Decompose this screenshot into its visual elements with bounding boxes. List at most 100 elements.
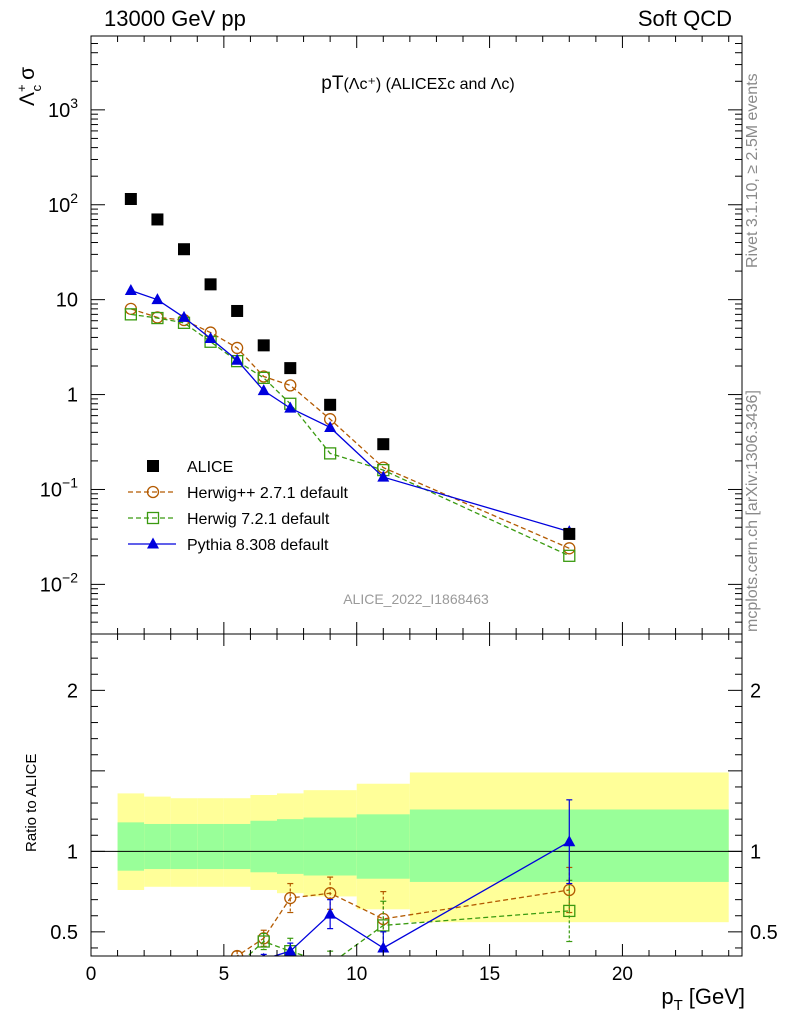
inner-uncertainty-band: [197, 823, 224, 870]
inner-uncertainty-band: [303, 817, 357, 876]
main-series-group: [124, 192, 576, 562]
legend-label: Herwig++ 2.7.1 default: [187, 485, 349, 502]
x-tick-label: 10: [346, 964, 367, 985]
data-point: [204, 331, 217, 343]
ratio-series-group: [205, 799, 576, 971]
ratio-series-line: [234, 889, 570, 956]
main-y-axis-label: Λ+cσ: [14, 67, 44, 106]
data-point: [284, 379, 297, 392]
ratio-data-point: [284, 944, 297, 956]
axis-ticks: 0 5 10 15 20 10−2 10−1 1 10 102 103 0.5 0.5 1 1 2 2: [40, 35, 778, 985]
data-point: [124, 308, 138, 321]
data-point: [231, 304, 244, 317]
inner-uncertainty-band: [250, 820, 277, 873]
ratio-data-point: [230, 949, 244, 956]
ratio-data-point: [232, 960, 243, 971]
data-point: [257, 384, 270, 396]
analysis-watermark: ALICE_2022_I1868463: [343, 591, 489, 607]
data-point: [324, 398, 337, 411]
y-tick-label: 103: [48, 95, 78, 122]
uncertainty-bands: [91, 772, 742, 923]
inner-uncertainty-band: [277, 819, 304, 874]
energy-label: 13000 GeV pp: [104, 6, 246, 31]
ratio-y-tick-label-right: 0.5: [750, 922, 778, 944]
ratio-y-tick-label-right: 1: [750, 841, 761, 863]
x-axis-label: pT [GeV]: [661, 984, 745, 1014]
ratio-data-point: [323, 887, 337, 900]
data-point: [151, 293, 164, 305]
ratio-series-line: [246, 910, 570, 956]
y-tick-label: 1: [67, 385, 78, 407]
legend-item-herwig-2-7-1-default: Herwig++ 2.7.1 default: [128, 485, 349, 502]
x-tick-label: 15: [479, 964, 500, 985]
ratio-y-tick-label-left: 2: [67, 680, 78, 702]
ratio-plot-frame: [90, 633, 743, 957]
data-point: [563, 542, 576, 555]
y-tick-label: 102: [48, 190, 78, 217]
data-point: [124, 283, 137, 295]
ratio-data-point: [325, 959, 336, 970]
data-point: [124, 192, 137, 205]
data-point: [563, 549, 576, 562]
data-point: [151, 213, 164, 226]
legend-label: Herwig 7.2.1 default: [187, 511, 330, 528]
ratio-data-point: [563, 835, 576, 847]
y-tick-label: 10: [56, 290, 78, 312]
series-pythia-8-308-default: [124, 283, 576, 537]
legend-label: ALICE: [187, 459, 233, 476]
inner-uncertainty-band: [170, 823, 198, 870]
legend-item-alice: ALICE: [147, 459, 233, 476]
data-point: [178, 243, 190, 256]
data-point: [230, 341, 244, 355]
ratio-series-line: [272, 841, 570, 956]
legend: ALICE Herwig++ 2.7.1 default Herwig 7.2.1 …: [128, 459, 349, 554]
data-point: [377, 470, 390, 482]
data-point: [257, 371, 270, 385]
series-line: [130, 289, 570, 533]
series-alice: [124, 192, 576, 540]
data-point: [178, 310, 190, 322]
ratio-data-point: [231, 958, 243, 969]
ratio-data-point: [377, 941, 390, 953]
series-line: [130, 308, 570, 549]
inner-uncertainty-band: [223, 823, 251, 870]
y-tick-label: 10−2: [40, 569, 78, 596]
ratio-data-point: [377, 919, 390, 932]
x-tick-label: 0: [86, 964, 97, 985]
plot-title: pT(Λc⁺) (ALICEΣc and Λc): [321, 73, 514, 94]
data-point: [324, 420, 337, 432]
ratio-data-point: [257, 935, 270, 948]
data-point: [563, 527, 576, 540]
ratio-y-tick-label-left: 1: [67, 841, 78, 863]
data-point: [284, 362, 297, 375]
legend-marker: [147, 460, 159, 472]
y-tick-label: 10−1: [40, 474, 78, 501]
process-label: Soft QCD: [637, 6, 732, 31]
ratio-data-point: [284, 891, 297, 905]
inner-uncertainty-band: [144, 823, 171, 870]
ratio-data-point: [205, 957, 216, 968]
series-line: [130, 313, 570, 557]
data-point: [204, 278, 217, 291]
data-point: [231, 353, 244, 365]
data-point: [323, 447, 337, 460]
ratio-y-tick-label-left: 0.5: [50, 922, 78, 944]
ratio-y-axis-label: Ratio to ALICE: [23, 754, 40, 852]
legend-label: Pythia 8.308 default: [187, 537, 329, 554]
ratio-data-point: [563, 904, 576, 918]
ratio-series-pythia-8-308-default: [231, 799, 576, 969]
ratio-data-point: [324, 907, 337, 919]
data-point: [284, 401, 297, 413]
ratio-data-point: [261, 952, 266, 956]
data-point: [377, 438, 390, 451]
ratio-y-tick-label-right: 2: [750, 680, 761, 702]
x-tick-label: 5: [219, 964, 230, 985]
legend-marker: [146, 485, 160, 499]
legend-item-herwig-7-2-1-default: Herwig 7.2.1 default: [128, 511, 330, 528]
inner-uncertainty-band: [117, 822, 145, 871]
legend-marker: [147, 537, 159, 549]
legend-item-pythia-8-308-default: Pythia 8.308 default: [128, 537, 329, 554]
data-point: [151, 311, 164, 325]
x-tick-label: 20: [612, 964, 633, 985]
